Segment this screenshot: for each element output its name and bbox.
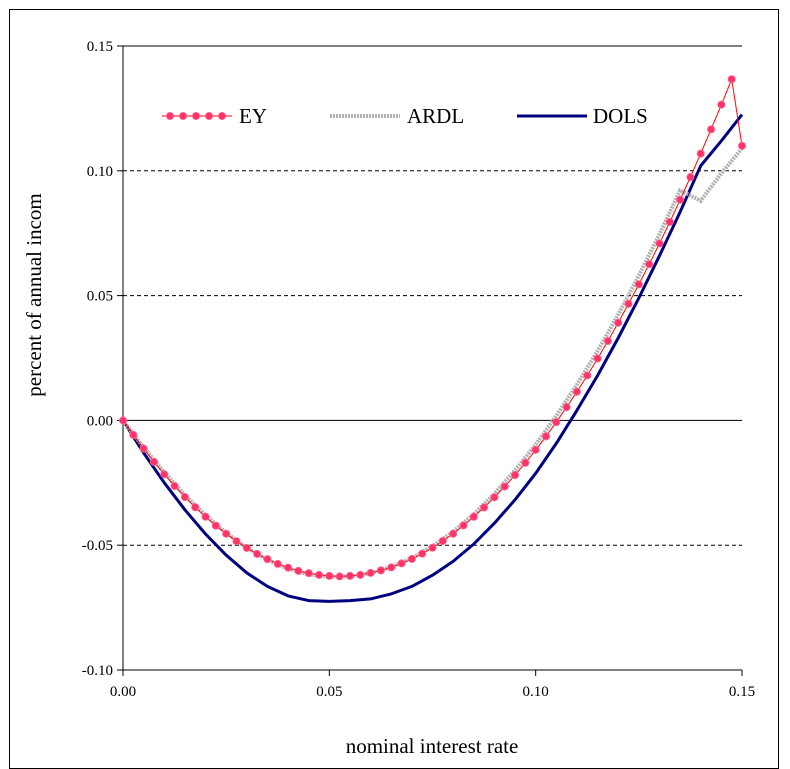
y-tick-label: 0.05 xyxy=(87,289,113,305)
chart-frame xyxy=(9,9,779,769)
ey-data-point xyxy=(335,572,344,581)
y-tick-label: 0.10 xyxy=(87,164,113,180)
ey-data-point xyxy=(593,354,602,363)
ey-data-point xyxy=(500,482,509,491)
ey-data-point xyxy=(738,141,747,150)
ey-data-point xyxy=(634,280,643,289)
ey-data-point xyxy=(129,430,138,439)
ey-data-point xyxy=(665,217,674,226)
ey-data-point xyxy=(304,569,313,578)
series-line-ardl xyxy=(121,147,744,579)
ey-data-point xyxy=(438,536,447,545)
ey-data-point xyxy=(655,239,664,248)
ey-data-point xyxy=(521,458,530,467)
legend-marker-ey xyxy=(178,112,187,121)
legend: EY ARDL DOLS xyxy=(162,104,648,128)
y-tick-label: -0.05 xyxy=(82,538,113,554)
ey-data-point xyxy=(201,512,210,521)
ey-data-point xyxy=(345,571,354,580)
ey-data-point xyxy=(366,568,375,577)
ey-data-point xyxy=(397,559,406,568)
ey-data-point xyxy=(170,482,179,491)
ey-data-point xyxy=(572,387,581,396)
x-axis-title: nominal interest rate xyxy=(346,734,519,758)
legend-marker-ey xyxy=(204,112,213,121)
ey-data-point xyxy=(511,471,520,480)
series-layer xyxy=(119,75,747,603)
legend-label-ey: EY xyxy=(239,104,267,128)
ey-data-point xyxy=(284,563,293,572)
ey-data-point xyxy=(531,445,540,454)
ey-data-point xyxy=(603,337,612,346)
legend-label-dols: DOLS xyxy=(593,104,648,128)
ey-data-point xyxy=(294,566,303,575)
ey-data-point xyxy=(562,403,571,412)
ey-data-point xyxy=(449,529,458,538)
ey-data-point xyxy=(459,521,468,530)
ey-data-point xyxy=(686,173,695,182)
ey-data-point xyxy=(191,503,200,512)
ey-data-point xyxy=(469,512,478,521)
ey-data-point xyxy=(315,570,324,579)
ey-data-point xyxy=(614,318,623,327)
ey-data-point xyxy=(325,571,334,580)
ey-data-point xyxy=(428,543,437,552)
ey-data-point xyxy=(552,418,561,427)
x-tick-label: 0.05 xyxy=(316,684,342,700)
ey-data-point xyxy=(263,555,272,564)
y-tick-label: 0.00 xyxy=(87,413,113,429)
series-line-ey xyxy=(122,77,743,577)
ey-data-point xyxy=(583,371,592,380)
legend-marker-ey xyxy=(165,112,174,121)
ey-data-point xyxy=(242,543,251,552)
ey-data-point xyxy=(253,549,262,558)
ey-data-point xyxy=(387,563,396,572)
ey-data-point xyxy=(480,503,489,512)
x-tick-label: 0.10 xyxy=(523,684,549,700)
ey-data-point xyxy=(541,432,550,441)
x-tick-label: 0.00 xyxy=(110,684,136,700)
y-tick-label: -0.10 xyxy=(82,663,113,679)
ey-data-point xyxy=(211,521,220,530)
legend-marker-ey xyxy=(217,112,226,121)
ey-data-point xyxy=(160,470,169,479)
y-tick-label: 0.15 xyxy=(87,39,113,55)
ey-data-point xyxy=(376,566,385,575)
axes-layer: -0.10 -0.05 0.00 0.05 0.10 0.15 0.00 0.05 0.10 0.… xyxy=(82,39,755,700)
y-axis-title: percent of annual incom xyxy=(22,193,46,397)
x-tick-label: 0.15 xyxy=(729,684,755,700)
ey-data-point xyxy=(717,100,726,109)
ey-data-point xyxy=(707,125,716,134)
ey-data-point xyxy=(645,260,654,269)
legend-label-ardl: ARDL xyxy=(407,104,464,128)
ey-data-point xyxy=(356,570,365,579)
ey-data-point xyxy=(418,549,427,558)
ey-data-point xyxy=(139,444,148,453)
ey-data-point xyxy=(407,554,416,563)
ey-data-point xyxy=(676,195,685,204)
ey-data-point xyxy=(222,529,231,538)
ey-data-point xyxy=(696,149,705,158)
ey-data-point xyxy=(149,457,158,466)
ey-data-point xyxy=(232,537,241,546)
ey-data-point xyxy=(180,493,189,502)
ey-data-point xyxy=(624,299,633,308)
legend-marker-ey xyxy=(191,112,200,121)
ey-data-point xyxy=(727,75,736,84)
series-line-dols xyxy=(121,113,744,603)
ey-data-point xyxy=(490,493,499,502)
ey-data-point xyxy=(119,416,128,425)
ey-data-point xyxy=(273,559,282,568)
